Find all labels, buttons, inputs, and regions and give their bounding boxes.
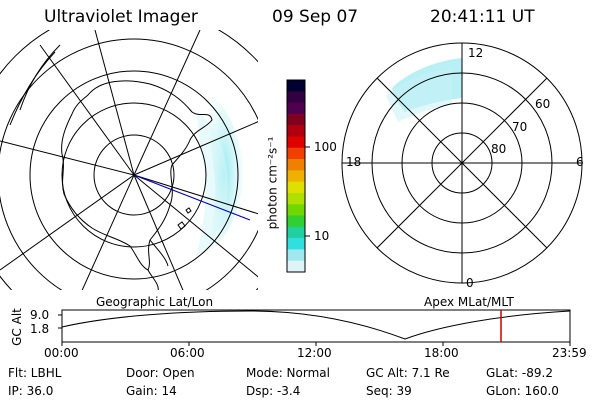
info-glat: GLat: -89.2: [486, 366, 553, 380]
colorbar-segment: [287, 136, 305, 149]
colorbar-segment: [287, 181, 305, 194]
info-gain: Gain: 14: [126, 384, 177, 398]
colorbar-label-10: 10: [314, 229, 330, 243]
colorbar-segment: [287, 80, 305, 92]
info-dsp: Dsp: -3.4: [246, 384, 301, 398]
colorbar-label-100: 100: [314, 140, 337, 154]
colorbar-segment: [287, 192, 305, 205]
timeline-ytick-low: 1.8: [30, 322, 50, 336]
aurora-emission-polar-outer: [386, 68, 452, 122]
colorbar-segment: [287, 260, 305, 273]
timeline-xtick-1800: 18:00: [424, 346, 459, 360]
colorbar-unit-label: photon cm⁻²s⁻¹: [265, 136, 280, 230]
app-title: Ultraviolet Imager: [44, 7, 198, 27]
mlt-label-6: 6: [576, 155, 584, 169]
mlt-label-12: 12: [468, 46, 484, 60]
timeline-xtick-0600: 06:00: [170, 346, 205, 360]
colorbar-segment: [287, 91, 305, 104]
colorbar-segment: [287, 249, 305, 262]
info-glon: GLon: 160.0: [486, 384, 559, 398]
peninsula-coastline: [147, 239, 169, 290]
lat-circle-edge: [0, 30, 258, 290]
lat-circle-inner: [93, 134, 175, 216]
colorbar-segment: [287, 204, 305, 217]
info-seq: Seq: 39: [366, 384, 412, 398]
colorbar-segment: [287, 170, 305, 183]
sun-direction-line: [133, 174, 251, 221]
timeline-panel: [58, 309, 571, 346]
island-2: [185, 207, 192, 214]
timeline-ytick-high: 9.0: [30, 308, 50, 322]
aurora-emission-geo-outer: [196, 112, 228, 256]
timeline-frame: [61, 309, 571, 343]
colorbar-segment: [287, 159, 305, 171]
geographic-map: [0, 30, 258, 290]
colorbar-segment: [287, 102, 305, 115]
colorbar-segment: [287, 147, 305, 160]
colorbar: [287, 80, 305, 273]
info-ip: IP: 36.0: [8, 384, 54, 398]
colorbar-segment: [287, 125, 305, 137]
colorbar-segment: [287, 226, 305, 239]
polar-diag-2: [376, 77, 548, 249]
coast-arc-2: [9, 51, 56, 126]
island-1: [177, 221, 186, 230]
mlt-label-0: 0: [466, 276, 474, 290]
info-door: Door: Open: [126, 366, 195, 380]
colorbar-segment: [287, 215, 305, 228]
colorbar-frame: [286, 79, 306, 273]
date-label: 09 Sep 07: [272, 7, 359, 27]
info-mode: Mode: Normal: [246, 366, 330, 380]
timeline-xticks: [61, 342, 571, 346]
colorbar-segment: [287, 238, 305, 250]
info-gc-alt: GC Alt: 7.1 Re: [366, 366, 450, 380]
time-label: 20:41:11 UT: [430, 7, 535, 27]
antarctica-coastline: [61, 80, 213, 271]
lat-circle-outer: [29, 70, 239, 280]
lat-circle-mid: [61, 102, 207, 248]
mlt-label-18: 18: [346, 155, 362, 169]
polar-mlt-plot: [341, 42, 583, 284]
colorbar-segment: [287, 113, 305, 126]
timeline-left-title: Geographic Lat/Lon: [96, 295, 214, 309]
altitude-curve: [61, 310, 571, 340]
lat-label-60: 60: [535, 97, 551, 111]
timeline-xtick-2359: 23:59: [552, 346, 587, 360]
lat-label-70: 70: [512, 120, 528, 134]
info-filter: Flt: LBHL: [8, 366, 62, 380]
timeline-right-title: Apex MLat/MLT: [424, 295, 514, 309]
timeline-xtick-0000: 00:00: [44, 346, 79, 360]
coast-arc-1: [19, 44, 61, 111]
timeline-xtick-1200: 12:00: [297, 346, 332, 360]
lat-circle-far: [0, 38, 258, 290]
timeline-ylabel: GC Alt: [9, 308, 24, 346]
lat-label-80: 80: [491, 142, 507, 156]
